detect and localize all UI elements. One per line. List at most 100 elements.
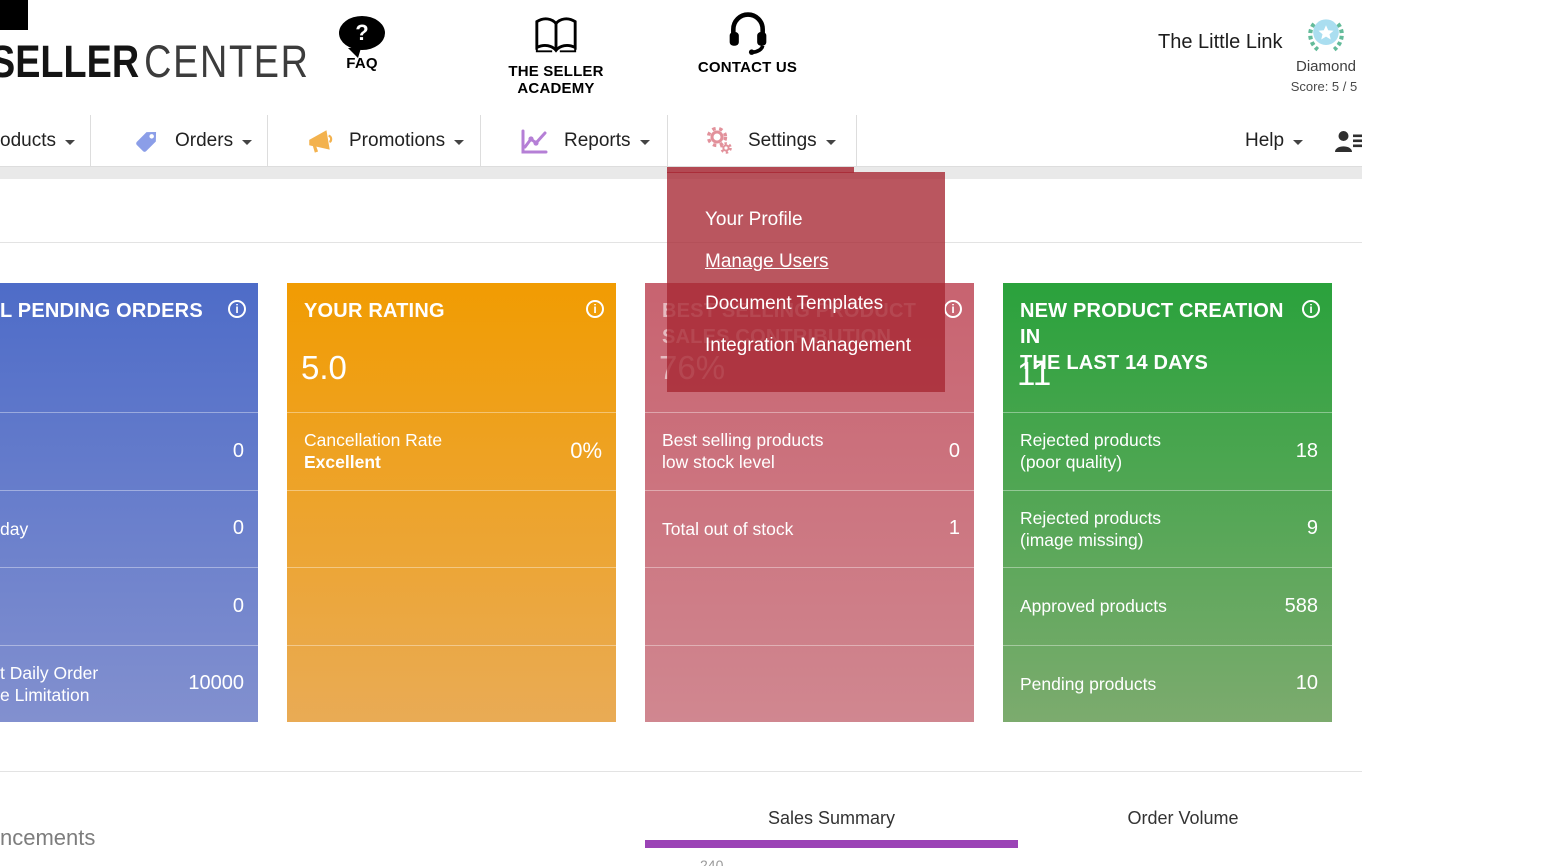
logo-text-bold: SELLER: [0, 36, 140, 87]
menu-item-integration-management[interactable]: Integration Management: [705, 335, 911, 356]
nav-separator: [480, 115, 481, 167]
tier-badge-icon: [1304, 12, 1348, 56]
cancellation-rate-status: Excellent: [304, 452, 381, 473]
info-icon[interactable]: i: [228, 300, 246, 318]
card-row: [287, 489, 616, 568]
section-divider: [0, 771, 1362, 772]
faq-icon-glyph: ?: [355, 20, 369, 45]
nav-separator: [856, 115, 857, 167]
main-nav: oducts Orders Promotions: [0, 115, 1362, 167]
row-label: Approved products: [1020, 596, 1167, 617]
settings-dropdown-menu: Your Profile Manage Users Document Templ…: [667, 172, 945, 392]
nav-separator: [90, 115, 91, 167]
menu-item-document-templates[interactable]: Document Templates: [705, 293, 884, 314]
row-label: Rejected products (image missing): [1020, 507, 1162, 550]
row-value: 0%: [570, 438, 602, 464]
chevron-down-icon: [639, 139, 650, 145]
faq-link[interactable]: ? FAQ: [322, 14, 402, 72]
card-title: L PENDING ORDERS: [0, 300, 203, 322]
chevron-down-icon: [825, 139, 836, 145]
menu-item-manage-users[interactable]: Manage Users: [705, 251, 829, 272]
headset-icon: [690, 10, 805, 55]
tab-sales-summary[interactable]: Sales Summary: [767, 808, 896, 828]
nav-settings-label: Settings: [748, 130, 817, 151]
card-title: YOUR RATING: [304, 300, 445, 322]
card-new-product-creation: NEW PRODUCT CREATION IN THE LAST 14 DAYS…: [1003, 283, 1332, 722]
seller-academy-link[interactable]: THE SELLER ACADEMY: [468, 14, 644, 97]
chart-axis-tick: 240: [700, 857, 724, 866]
nav-item-reports[interactable]: Reports: [520, 115, 650, 167]
line-chart-icon: [520, 128, 549, 155]
card-your-rating: YOUR RATING i 5.0 Cancellation Rate Excel…: [287, 283, 616, 722]
card-pending-orders: L PENDING ORDERS i 0 day 0 0 t Daily Ord…: [0, 283, 258, 722]
row-value: 0: [232, 439, 244, 462]
card-row: [645, 567, 974, 645]
rating-value: 5.0: [301, 349, 347, 386]
faq-label: FAQ: [346, 55, 378, 72]
user-management-icon-button[interactable]: [1334, 115, 1362, 167]
row-value: 18: [1295, 439, 1318, 462]
nav-item-settings[interactable]: Settings: [705, 115, 836, 167]
row-value: 1: [948, 517, 960, 540]
store-name: The Little Link: [1158, 31, 1283, 53]
tier-label: Diamond: [1295, 58, 1357, 75]
card-row[interactable]: Best selling products low stock level 0: [645, 412, 974, 490]
card-row[interactable]: Rejected products (image missing) 9: [1003, 489, 1332, 568]
contact-us-link[interactable]: CONTACT US: [690, 10, 805, 76]
announcements-heading: ncements: [0, 825, 96, 850]
nav-item-promotions[interactable]: Promotions: [306, 115, 465, 167]
card-row[interactable]: 0: [0, 412, 258, 490]
chevron-down-icon: [64, 139, 75, 145]
book-icon: [468, 14, 644, 58]
logo-text-light: CENTER: [144, 36, 310, 87]
row-value: 9: [1306, 517, 1318, 540]
card-row: [287, 644, 616, 723]
seller-academy-label: THE SELLER ACADEMY: [508, 63, 604, 97]
megaphone-icon: [306, 127, 334, 155]
info-icon[interactable]: i: [586, 300, 604, 318]
menu-item-your-profile[interactable]: Your Profile: [705, 209, 803, 230]
row-label: Cancellation Rate Excellent: [304, 429, 442, 473]
cancellation-rate-label: Cancellation Rate: [304, 430, 443, 451]
creation-count: 11: [1017, 355, 1052, 392]
row-label: Total out of stock: [662, 518, 794, 539]
nav-item-help[interactable]: Help: [1245, 115, 1304, 167]
chevron-down-icon: [454, 139, 465, 145]
chevron-down-icon: [1293, 139, 1304, 145]
score-label: Score: 5 / 5: [1290, 79, 1358, 94]
card-row[interactable]: Cancellation Rate Excellent 0%: [287, 412, 616, 490]
row-label: day: [0, 518, 29, 539]
card-row[interactable]: t Daily Order e Limitation 10000: [0, 644, 258, 723]
card-row[interactable]: day 0: [0, 489, 258, 568]
nav-item-orders[interactable]: Orders: [133, 115, 253, 167]
card-row: [287, 567, 616, 645]
row-label: Rejected products (poor quality): [1020, 430, 1162, 473]
app-logo: SELLER CENTER: [0, 36, 310, 88]
nav-orders-label: Orders: [175, 130, 234, 151]
card-row[interactable]: Pending products 10: [1003, 644, 1332, 723]
nav-separator: [667, 115, 668, 167]
card-row: [645, 644, 974, 723]
row-value: 0: [232, 517, 244, 540]
card-row[interactable]: Total out of stock 1: [645, 489, 974, 568]
row-label: Best selling products low stock level: [662, 430, 824, 473]
info-icon[interactable]: i: [944, 300, 962, 318]
card-row[interactable]: Rejected products (poor quality) 18: [1003, 412, 1332, 490]
row-value: 10: [1295, 672, 1318, 695]
corner-logo-fragment: [0, 0, 28, 30]
card-row[interactable]: Approved products 588: [1003, 567, 1332, 645]
card-title: NEW PRODUCT CREATION IN THE LAST 14 DAYS: [1020, 300, 1284, 374]
nav-item-products[interactable]: oducts: [0, 115, 75, 167]
faq-icon: ?: [339, 16, 385, 58]
row-label: t Daily Order e Limitation: [0, 662, 99, 705]
tag-icon: [133, 128, 160, 155]
active-tab-indicator: [645, 840, 1018, 848]
card-row[interactable]: 0: [0, 567, 258, 645]
nav-help-label: Help: [1245, 130, 1285, 151]
chevron-down-icon: [242, 139, 253, 145]
row-value: 588: [1284, 594, 1318, 617]
nav-separator: [267, 115, 268, 167]
info-icon[interactable]: i: [1302, 300, 1320, 318]
tab-order-volume[interactable]: Order Volume: [1127, 808, 1239, 828]
